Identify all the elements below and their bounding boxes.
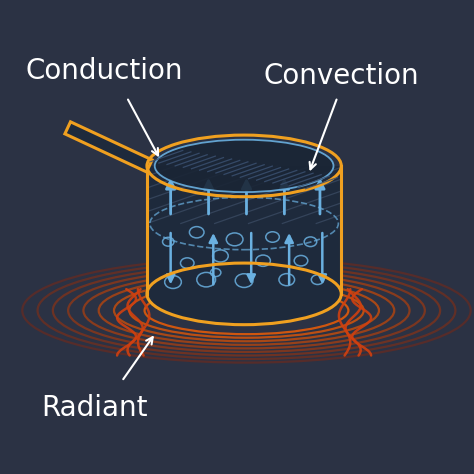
Polygon shape: [65, 122, 152, 172]
Text: Convection: Convection: [264, 62, 419, 90]
Text: Radiant: Radiant: [42, 393, 148, 422]
Ellipse shape: [147, 263, 341, 325]
Polygon shape: [147, 166, 341, 294]
Ellipse shape: [155, 140, 334, 192]
Text: Conduction: Conduction: [26, 57, 183, 85]
